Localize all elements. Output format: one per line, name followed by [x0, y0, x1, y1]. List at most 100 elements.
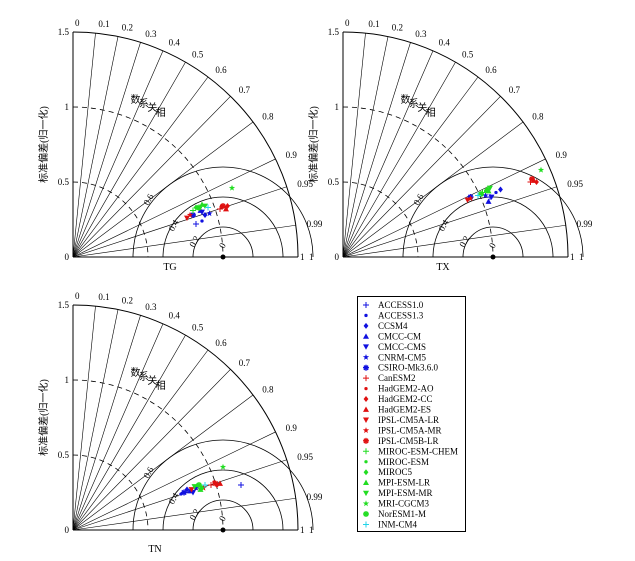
correlation-ray [342, 33, 366, 258]
legend-label: MIROC5 [378, 467, 413, 477]
panel-label: TG [163, 262, 176, 273]
data-point-mpi-esm-mr [202, 203, 208, 209]
std-circle [72, 454, 149, 531]
correlation-tick-label: 1 [309, 525, 314, 535]
legend-marker-canesm2 [363, 375, 369, 382]
rmsd-zero-label: 0 [217, 514, 228, 523]
y-axis-label: 标准偏差(归一化) [307, 106, 320, 183]
correlation-tick-label: 0.4 [169, 38, 181, 48]
y-axis-label: 标准偏差(归一化) [37, 379, 50, 456]
data-point-cnrm-cm5 [206, 210, 213, 217]
correlation-axis-title-char: 系 [409, 98, 419, 110]
correlation-axis-title-char: 相 [426, 106, 436, 119]
legend-label: ACCESS1.3 [378, 310, 424, 320]
data-point-noresm1-m [196, 482, 202, 488]
correlation-axis-title-char: 系 [139, 98, 149, 110]
data-point-cnrm-cm5 [192, 484, 200, 491]
std-circle [72, 106, 224, 258]
rmsd-ring [132, 166, 314, 258]
correlation-axis-title-char: 数 [400, 93, 410, 106]
legend-label: CSIRO-Mk3.6.0 [378, 363, 439, 373]
x-tick-label: 1 [300, 252, 305, 262]
rmsd-label: 0.6 [411, 192, 426, 207]
correlation-tick-label: 0.9 [556, 150, 568, 160]
rmsd-label: 0.4 [166, 491, 181, 506]
data-point-ipsl-cm5a-mr [467, 195, 474, 202]
rmsd-ring [192, 499, 254, 531]
y-tick-label: 1.5 [58, 27, 70, 37]
correlation-ray [342, 158, 546, 258]
legend-marker-csiro-mk3-6-0 [363, 364, 369, 371]
outer-arc [72, 31, 299, 258]
reference-point [490, 254, 496, 260]
correlation-tick-label: 0.1 [368, 19, 379, 29]
correlation-ray [72, 431, 276, 531]
panel-label: TX [436, 262, 450, 273]
rmsd-zero-label: 0 [217, 241, 228, 250]
correlation-tick-label: 0.5 [462, 49, 474, 59]
correlation-ray [342, 50, 434, 258]
legend-label: IPSL-CM5A-LR [378, 415, 439, 425]
data-point-ipsl-cm5b-lr [212, 480, 219, 487]
data-point-hadgem2-es [223, 206, 229, 212]
rmsd-ring [162, 469, 284, 531]
model-legend: ACCESS1.0 ACCESS1.3 CCSM4 CMCC-CM CMCC-CMS CN… [357, 296, 466, 532]
rmsd-ring [462, 226, 524, 258]
legend-label: CMCC-CMS [378, 342, 426, 352]
y-tick-label: 0 [335, 252, 340, 262]
legend-marker-cmcc-cms [363, 344, 369, 350]
legend-marker-cnrm-cm5 [362, 353, 370, 360]
correlation-axis-title-char: 相 [156, 379, 166, 392]
data-point-mri-cgcm3 [219, 463, 227, 470]
correlation-tick-label: 1 [309, 252, 314, 262]
data-point-noresm1-m [196, 204, 202, 211]
correlation-ray [72, 42, 141, 258]
correlation-tick-label: 0.9 [286, 423, 298, 433]
correlation-tick-label: 0 [75, 18, 80, 28]
legend-label: ACCESS1.0 [378, 300, 424, 310]
correlation-tick-label: 0.3 [145, 302, 157, 312]
correlation-tick-label: 0.6 [215, 65, 227, 75]
legend-marker-access1-3 [364, 313, 368, 318]
data-point-canesm2 [217, 206, 223, 212]
reference-point [220, 527, 226, 533]
correlation-tick-label: 0.5 [192, 322, 204, 332]
legend-marker-ipsl-cm5a-mr [362, 427, 370, 434]
correlation-ray [72, 349, 209, 531]
legend-label: CanESM2 [378, 373, 416, 383]
rmsd-zero-label: 0 [487, 241, 498, 250]
data-point-ccsm4 [498, 186, 503, 193]
correlation-tick-label: 1 [579, 252, 584, 262]
correlation-ray [72, 96, 231, 258]
correlation-tick-label: 0.95 [567, 179, 583, 189]
data-point-ipsl-cm5b-lr [529, 176, 535, 182]
data-point-ipsl-cm5a-lr [188, 487, 195, 493]
correlation-tick-label: 0.99 [577, 219, 593, 229]
legend-label: HadGEM2-AO [378, 384, 434, 394]
correlation-tick-label: 0.99 [307, 492, 323, 502]
legend-marker-mpi-esm-lr [363, 479, 369, 486]
rmsd-label: 0.6 [141, 465, 156, 480]
correlation-axis-title-char: 关 [147, 374, 157, 387]
y-tick-label: 0 [65, 252, 70, 262]
rmsd-ring [192, 226, 254, 258]
correlation-tick-label: 0 [345, 18, 350, 28]
correlation-ray [342, 42, 411, 258]
rmsd-label: 0.6 [141, 192, 156, 207]
rmsd-ring [132, 439, 314, 531]
y-tick-label: 0.5 [328, 177, 340, 187]
data-point-miroc-esm-chem [190, 207, 196, 214]
x-tick-label: 1 [300, 525, 305, 535]
data-point-mri-cgcm3 [228, 184, 236, 191]
data-point-cmcc-cms [488, 194, 495, 200]
data-point-ipsl-cm5b-lr [220, 203, 226, 209]
correlation-axis-title-char: 数 [130, 366, 140, 379]
correlation-tick-label: 0.99 [307, 219, 323, 229]
correlation-tick-label: 0.8 [262, 385, 274, 395]
correlation-ray [72, 50, 164, 258]
legend-label: CNRM-CM5 [378, 352, 427, 362]
legend-marker-mri-cgcm3 [362, 500, 370, 507]
correlation-tick-label: 0.9 [286, 150, 298, 160]
y-tick-label: 1.5 [328, 27, 340, 37]
data-point-access1-0 [193, 221, 199, 227]
